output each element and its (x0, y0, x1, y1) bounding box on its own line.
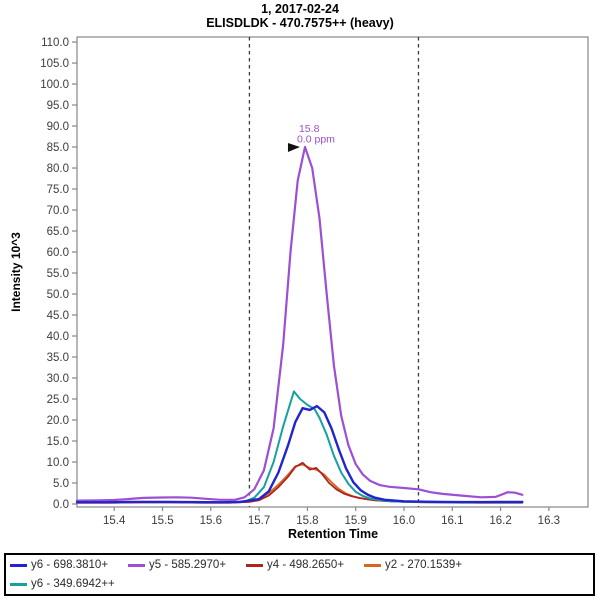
y-tick-label: 10.0 (47, 457, 69, 469)
y-tick-label: 45.0 (47, 310, 69, 322)
legend-label: y2 - 270.1539+ (385, 559, 463, 571)
chart-title-peptide: ELISDLDK - 470.7575++ (heavy) (206, 15, 394, 30)
y-tick-label: 80.0 (47, 163, 69, 175)
y-tick-label: 65.0 (47, 226, 69, 238)
y-axis-label: Intensity 10^3 (9, 232, 23, 312)
y-tick-label: 60.0 (47, 247, 69, 259)
legend-swatch-icon (10, 582, 27, 586)
peak-ppm-annotation: 0.0 ppm (297, 134, 335, 146)
series-line-y5-585-2970-[interactable] (75, 145, 524, 502)
y-tick-label: 0.0 (53, 499, 69, 511)
y-tick-label: 5.0 (53, 478, 69, 490)
y-tick-label: 35.0 (47, 352, 69, 364)
y-tick-label: 40.0 (47, 331, 69, 343)
legend-item: y4 - 498.2650+ (246, 556, 364, 575)
series-line-y6-349-6942-[interactable] (76, 390, 524, 504)
peak-apex-arrow-icon (287, 143, 300, 153)
series-line-y4-498-2650-[interactable] (76, 461, 524, 504)
y-tick-label: 75.0 (47, 184, 69, 196)
y-tick-label: 55.0 (47, 268, 69, 280)
y-tick-label: 100.0 (40, 79, 69, 91)
y-tick-label: 30.0 (47, 373, 69, 385)
x-tick-label: 15.8 (296, 515, 318, 527)
y-tick-label: 15.0 (47, 436, 69, 448)
chart-title-replicate: 1, 2017-02-24 (261, 2, 339, 16)
legend-swatch-icon (10, 563, 27, 567)
chart-title: 1, 2017-02-24 ELISDLDK - 470.7575++ (hea… (0, 2, 600, 30)
x-tick-label: 15.7 (248, 515, 270, 527)
legend-swatch-icon (364, 563, 381, 567)
legend: y6 - 698.3810+ y5 - 585.2970+ y4 - 498.265… (4, 553, 595, 596)
x-tick-label: 16.0 (393, 515, 415, 527)
legend-item: y2 - 270.1539+ (364, 556, 482, 575)
peak-rt-annotation: 15.8 (299, 123, 320, 135)
x-tick-label: 15.6 (200, 515, 222, 527)
x-tick-label: 15.9 (344, 515, 366, 527)
legend-label: y4 - 498.2650+ (267, 559, 345, 571)
x-tick-label: 15.5 (151, 515, 173, 527)
legend-swatch-icon (246, 563, 263, 567)
y-tick-label: 25.0 (47, 394, 69, 406)
y-tick-label: 20.0 (47, 415, 69, 427)
x-tick-label: 16.1 (441, 515, 463, 527)
x-tick-label: 16.3 (538, 515, 560, 527)
legend-label: y6 - 349.6942++ (31, 578, 115, 590)
y-tick-label: 95.0 (47, 100, 69, 112)
y-tick-label: 85.0 (47, 142, 69, 154)
x-axis-label: Retention Time (287, 527, 379, 541)
legend-item: y6 - 698.3810+ (10, 556, 128, 575)
y-tick-label: 105.0 (40, 58, 69, 70)
y-tick-label: 110.0 (41, 37, 69, 49)
legend-label: y5 - 585.2970+ (149, 559, 227, 571)
x-tick-label: 15.4 (103, 515, 126, 527)
legend-label: y6 - 698.3810+ (31, 559, 109, 571)
legend-item: y5 - 585.2970+ (128, 556, 246, 575)
chromatogram-plot-area[interactable]: 15.4 15.5 15.6 15.7 15.8 15.9 16.0 16.1 16.2 16.3… (0, 0, 600, 552)
plot-border (76, 36, 589, 508)
legend-item: y6 - 349.6942++ (10, 575, 128, 594)
series-line-y6-698-3810-[interactable] (75, 404, 524, 504)
y-tick-label: 90.0 (47, 121, 69, 133)
y-tick-label: 50.0 (47, 289, 69, 301)
legend-swatch-icon (128, 563, 145, 567)
x-tick-label: 16.2 (489, 515, 511, 527)
y-tick-label: 70.0 (47, 205, 69, 217)
